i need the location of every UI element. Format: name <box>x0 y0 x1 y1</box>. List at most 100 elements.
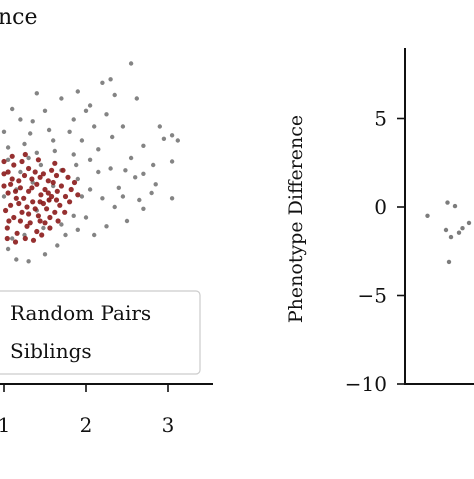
random-pair-point <box>137 197 142 203</box>
sibling-point <box>68 186 74 193</box>
sibling-point <box>24 223 30 229</box>
right-y-tick-label: 5 <box>374 107 387 131</box>
sibling-point <box>3 207 9 214</box>
random-pair-point <box>59 222 64 227</box>
random-pair-point <box>128 61 134 66</box>
random-pair-point <box>51 183 56 189</box>
random-pair-point <box>79 138 85 143</box>
sibling-point <box>1 158 7 165</box>
random-pair-point <box>67 129 72 134</box>
sibling-point <box>71 179 78 186</box>
sibling-point <box>34 181 40 187</box>
random-pair-point <box>104 224 109 229</box>
random-pair-point <box>71 152 76 157</box>
sibling-point <box>26 165 32 172</box>
random-pair-point <box>26 155 31 161</box>
random-pair-point <box>34 150 39 155</box>
sibling-point <box>52 160 58 166</box>
sibling-point <box>37 174 43 180</box>
random-pair-point <box>30 119 35 124</box>
random-pair-point <box>133 175 138 180</box>
random-pair-point <box>10 106 15 112</box>
random-pair-point <box>1 129 7 134</box>
right-points <box>425 200 472 265</box>
random-pair-point <box>51 138 56 143</box>
sibling-point <box>47 214 53 221</box>
random-pair-point <box>161 136 167 141</box>
random-pair-point <box>100 196 105 201</box>
sibling-point <box>35 157 42 163</box>
random-pair-point <box>149 190 154 196</box>
random-pair-point <box>18 117 23 122</box>
random-pair-point <box>38 162 44 168</box>
sibling-point <box>40 171 47 177</box>
right-point <box>425 213 430 218</box>
random-pair-point <box>157 124 162 129</box>
random-pair-point <box>59 96 64 101</box>
random-pair-point <box>120 124 126 129</box>
sibling-point <box>5 190 11 196</box>
random-pair-point <box>52 148 57 154</box>
random-pair-point <box>151 162 156 168</box>
sibling-point <box>21 172 28 179</box>
left-x-tick-label: 3 <box>162 413 175 437</box>
random-pair-point <box>5 246 11 252</box>
sibling-point <box>49 167 55 173</box>
sibling-point <box>12 188 19 194</box>
sibling-point <box>49 193 55 200</box>
random-pair-point <box>83 215 89 220</box>
random-pair-point <box>96 169 101 175</box>
sibling-point <box>52 209 58 215</box>
sibling-point <box>45 190 51 196</box>
random-pair-point <box>5 157 11 162</box>
legend-label-random-pairs: Random Pairs <box>10 301 151 325</box>
random-pair-point <box>5 145 11 150</box>
sibling-point <box>5 169 11 175</box>
left-chart-title: nce <box>0 5 38 30</box>
random-pair-point <box>100 80 105 86</box>
random-pair-point <box>71 117 76 122</box>
random-pair-point <box>169 196 175 201</box>
sibling-point <box>6 218 12 224</box>
sibling-point <box>39 232 45 238</box>
sibling-point <box>62 209 68 215</box>
sibling-point <box>11 162 17 168</box>
random-pair-point <box>46 127 52 133</box>
sibling-point <box>19 158 25 165</box>
sibling-point <box>4 225 10 231</box>
sibling-point <box>53 172 60 179</box>
random-pair-point <box>124 218 130 224</box>
sibling-point <box>17 185 23 191</box>
random-pair-point <box>10 236 15 241</box>
sibling-point <box>54 188 60 194</box>
sibling-point <box>27 220 33 226</box>
sibling-point <box>4 235 10 242</box>
random-pair-point <box>42 252 48 257</box>
right-point <box>446 259 452 265</box>
right-point <box>460 226 465 231</box>
right-y-tick-label: 0 <box>374 195 387 219</box>
random-pair-point <box>83 108 89 114</box>
sibling-point <box>37 199 43 205</box>
legend-label-siblings: Siblings <box>10 339 92 363</box>
sibling-point <box>22 151 28 158</box>
sibling-point <box>37 218 43 224</box>
sibling-point <box>62 193 69 200</box>
sibling-point <box>47 225 53 231</box>
random-pair-point <box>96 147 101 152</box>
random-pair-point <box>75 176 81 182</box>
random-pair-point <box>141 171 146 176</box>
sibling-point <box>58 183 64 189</box>
random-pair-point <box>92 124 97 129</box>
sibling-point <box>14 230 20 236</box>
random-pair-point <box>26 259 31 264</box>
sibling-point <box>1 183 7 189</box>
random-pair-point <box>112 204 117 210</box>
random-pair-point <box>169 133 175 138</box>
random-pair-point <box>175 138 180 143</box>
random-pair-point <box>104 112 109 117</box>
random-pair-point <box>108 77 113 82</box>
sibling-point <box>21 195 27 201</box>
